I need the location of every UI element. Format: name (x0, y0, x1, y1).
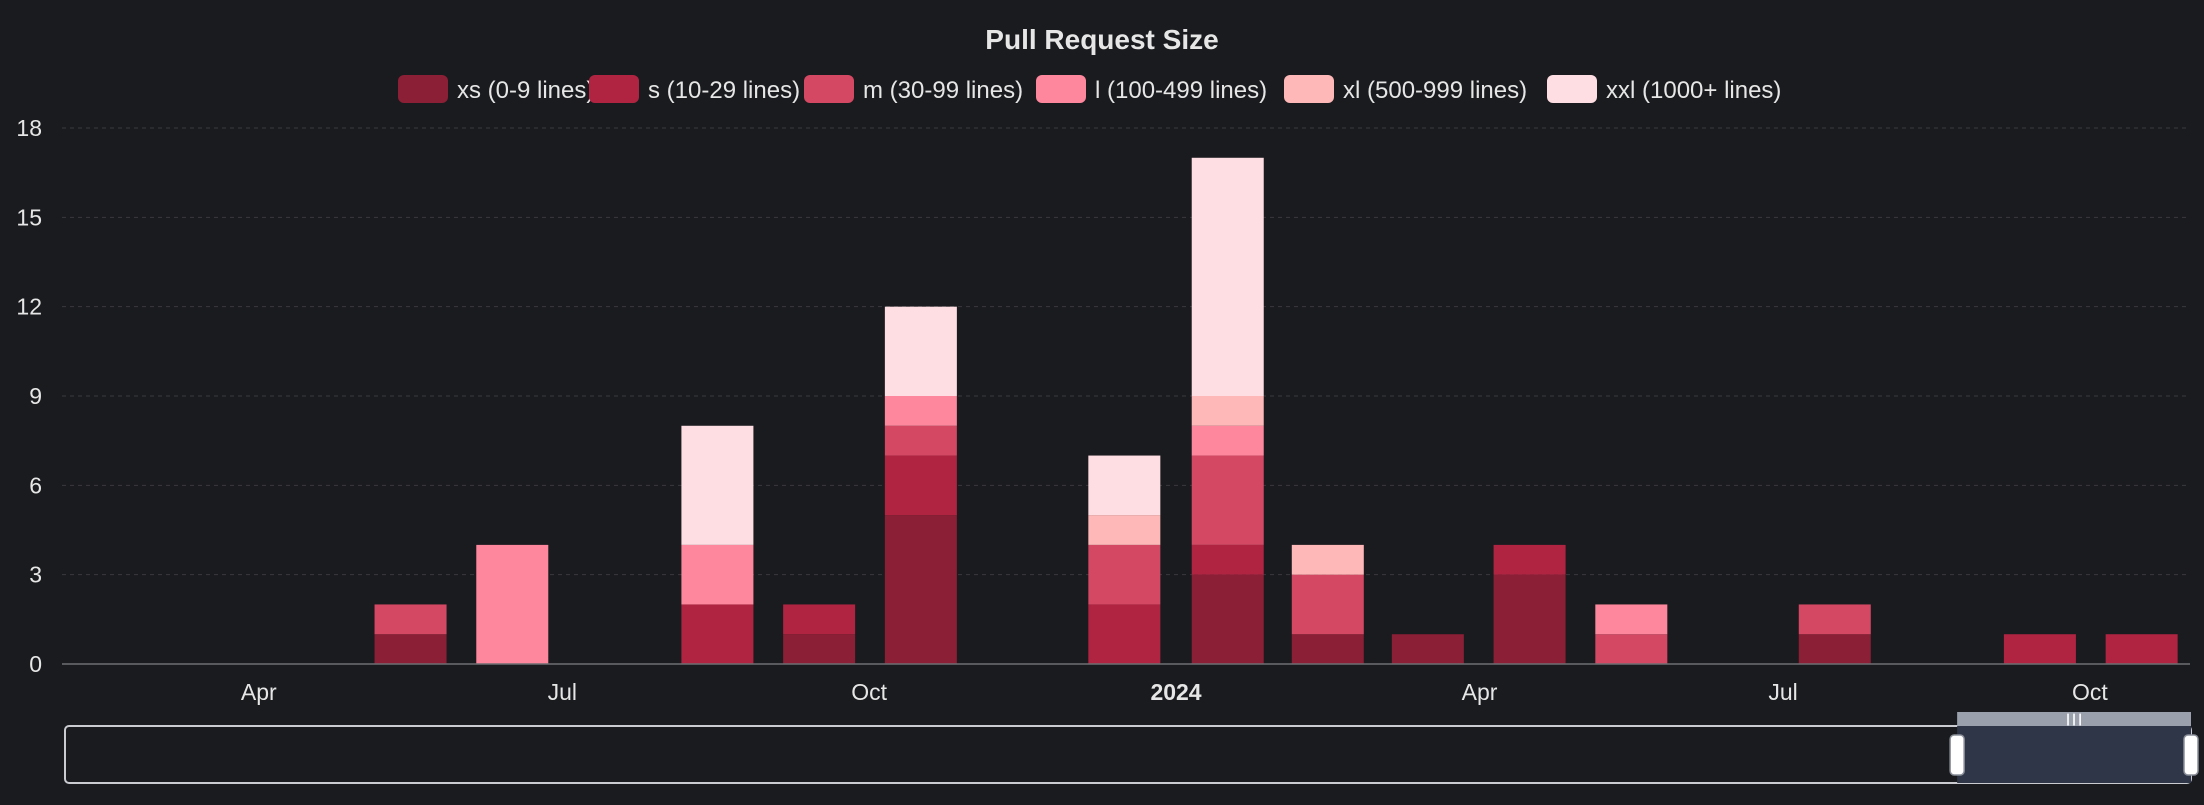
bar-segment[interactable] (783, 604, 856, 635)
bar-segment[interactable] (1798, 634, 1871, 664)
bars (374, 157, 2178, 664)
bar-segment[interactable] (1191, 544, 1264, 575)
legend-item[interactable]: xl (500-999 lines) (1284, 75, 1527, 104)
x-tick-label: Jul (548, 679, 577, 705)
bar-segment[interactable] (783, 634, 856, 664)
bar-segment[interactable] (681, 544, 754, 605)
bar-segment[interactable] (1088, 455, 1161, 516)
legend-swatch (589, 75, 639, 103)
bar-segment[interactable] (2105, 634, 2178, 664)
bar-segment[interactable] (476, 544, 549, 664)
bar-segment[interactable] (1088, 604, 1161, 664)
x-tick-label: Oct (851, 679, 887, 705)
y-tick-label: 18 (16, 115, 42, 141)
y-tick-label: 6 (29, 472, 42, 498)
x-tick-label: Apr (1462, 679, 1498, 705)
bar-segment[interactable] (1191, 574, 1264, 664)
legend-swatch (804, 75, 854, 103)
legend-label: m (30-99 lines) (863, 77, 1023, 104)
legend-item[interactable]: l (100-499 lines) (1036, 75, 1267, 104)
y-tick-label: 12 (16, 294, 42, 320)
bar-segment[interactable] (1595, 634, 1668, 664)
bar-segment[interactable] (1595, 604, 1668, 635)
y-tick-label: 3 (29, 562, 42, 588)
bar-segment[interactable] (374, 604, 447, 635)
legend-item[interactable]: m (30-99 lines) (804, 75, 1023, 104)
bar-segment[interactable] (1191, 157, 1264, 396)
bar-segment[interactable] (884, 455, 957, 516)
x-tick-label: Jul (1768, 679, 1797, 705)
bar-segment[interactable] (1493, 544, 1566, 575)
legend-label: xs (0-9 lines) (457, 77, 594, 104)
legend-label: s (10-29 lines) (648, 77, 800, 104)
bar-segment[interactable] (1088, 515, 1161, 545)
legend-swatch (1547, 75, 1597, 103)
axes: 0 3 6 9 12 15 18 Apr Jul Oct 2024 Apr Jul Oct (16, 115, 2190, 705)
bar-segment[interactable] (1191, 425, 1264, 456)
bar-segment[interactable] (884, 515, 957, 664)
legend-label: xl (500-999 lines) (1343, 77, 1527, 104)
bar-segment[interactable] (1493, 574, 1566, 664)
legend-label: l (100-499 lines) (1095, 77, 1267, 104)
slider-drag-bar[interactable] (1957, 712, 2191, 726)
slider-track[interactable] (64, 725, 2192, 784)
legend-swatch (398, 75, 448, 103)
bar-segment[interactable] (374, 634, 447, 664)
bar-segment[interactable] (1291, 544, 1364, 575)
legend-swatch (1284, 75, 1334, 103)
x-tick-label: 2024 (1150, 679, 1201, 705)
bar-segment[interactable] (1391, 634, 1464, 664)
drag-grip-icon: ┃┃┃ (2065, 713, 2083, 726)
bar-segment[interactable] (1291, 634, 1364, 664)
bar-segment[interactable] (2003, 634, 2076, 664)
bar-segment[interactable] (1191, 396, 1264, 426)
bar-segment[interactable] (884, 396, 957, 426)
bar-segment[interactable] (1798, 604, 1871, 635)
bar-segment[interactable] (884, 425, 957, 456)
legend-swatch (1036, 75, 1086, 103)
bar-segment[interactable] (1191, 455, 1264, 545)
slider-handle[interactable] (1949, 734, 1965, 776)
x-tick-label: Apr (241, 679, 277, 705)
y-tick-label: 15 (16, 204, 42, 230)
y-tick-label: 0 (29, 651, 42, 677)
legend-item[interactable]: xxl (1000+ lines) (1547, 75, 1781, 104)
bar-segment[interactable] (681, 604, 754, 664)
bar-segment[interactable] (681, 425, 754, 545)
slider-window[interactable] (1957, 726, 2191, 783)
slider-handle[interactable] (2183, 734, 2199, 776)
x-tick-label: Oct (2072, 679, 2108, 705)
legend: xs (0-9 lines) s (10-29 lines) m (30-99 li… (398, 75, 1781, 104)
legend-item[interactable]: xs (0-9 lines) (398, 75, 594, 104)
bar-segment[interactable] (884, 306, 957, 396)
zoom-slider[interactable]: ┃┃┃ (64, 712, 2199, 784)
bar-segment[interactable] (1291, 574, 1364, 635)
legend-item[interactable]: s (10-29 lines) (589, 75, 800, 104)
y-tick-label: 9 (29, 383, 42, 409)
chart-title: Pull Request Size (985, 24, 1218, 55)
legend-label: xxl (1000+ lines) (1606, 77, 1781, 104)
bar-segment[interactable] (1088, 544, 1161, 605)
